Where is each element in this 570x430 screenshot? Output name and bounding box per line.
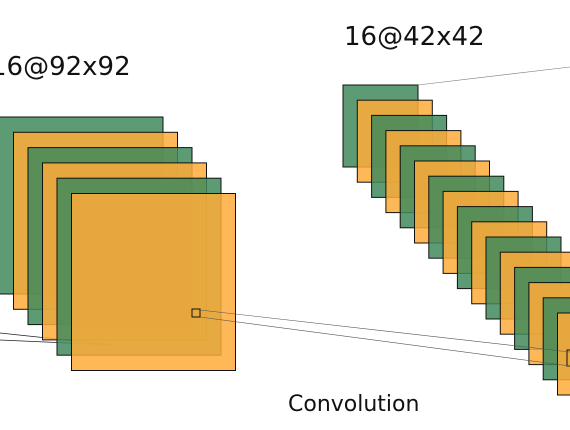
right-stack-label: 16@42x42 (344, 22, 485, 52)
connection-line (199, 316, 570, 367)
connection-line (417, 66, 570, 86)
left-feature-map-stack (0, 116, 236, 371)
receptive-field-box (191, 308, 201, 318)
feature-map (557, 312, 570, 396)
left-stack-label: 16@92x92 (0, 52, 131, 82)
right-connection-lines (199, 66, 570, 367)
operation-caption: Convolution (288, 392, 420, 417)
right-feature-map-stack (342, 84, 570, 396)
receptive-field-box (566, 349, 570, 367)
feature-map (71, 193, 236, 371)
connection-line (199, 309, 570, 353)
